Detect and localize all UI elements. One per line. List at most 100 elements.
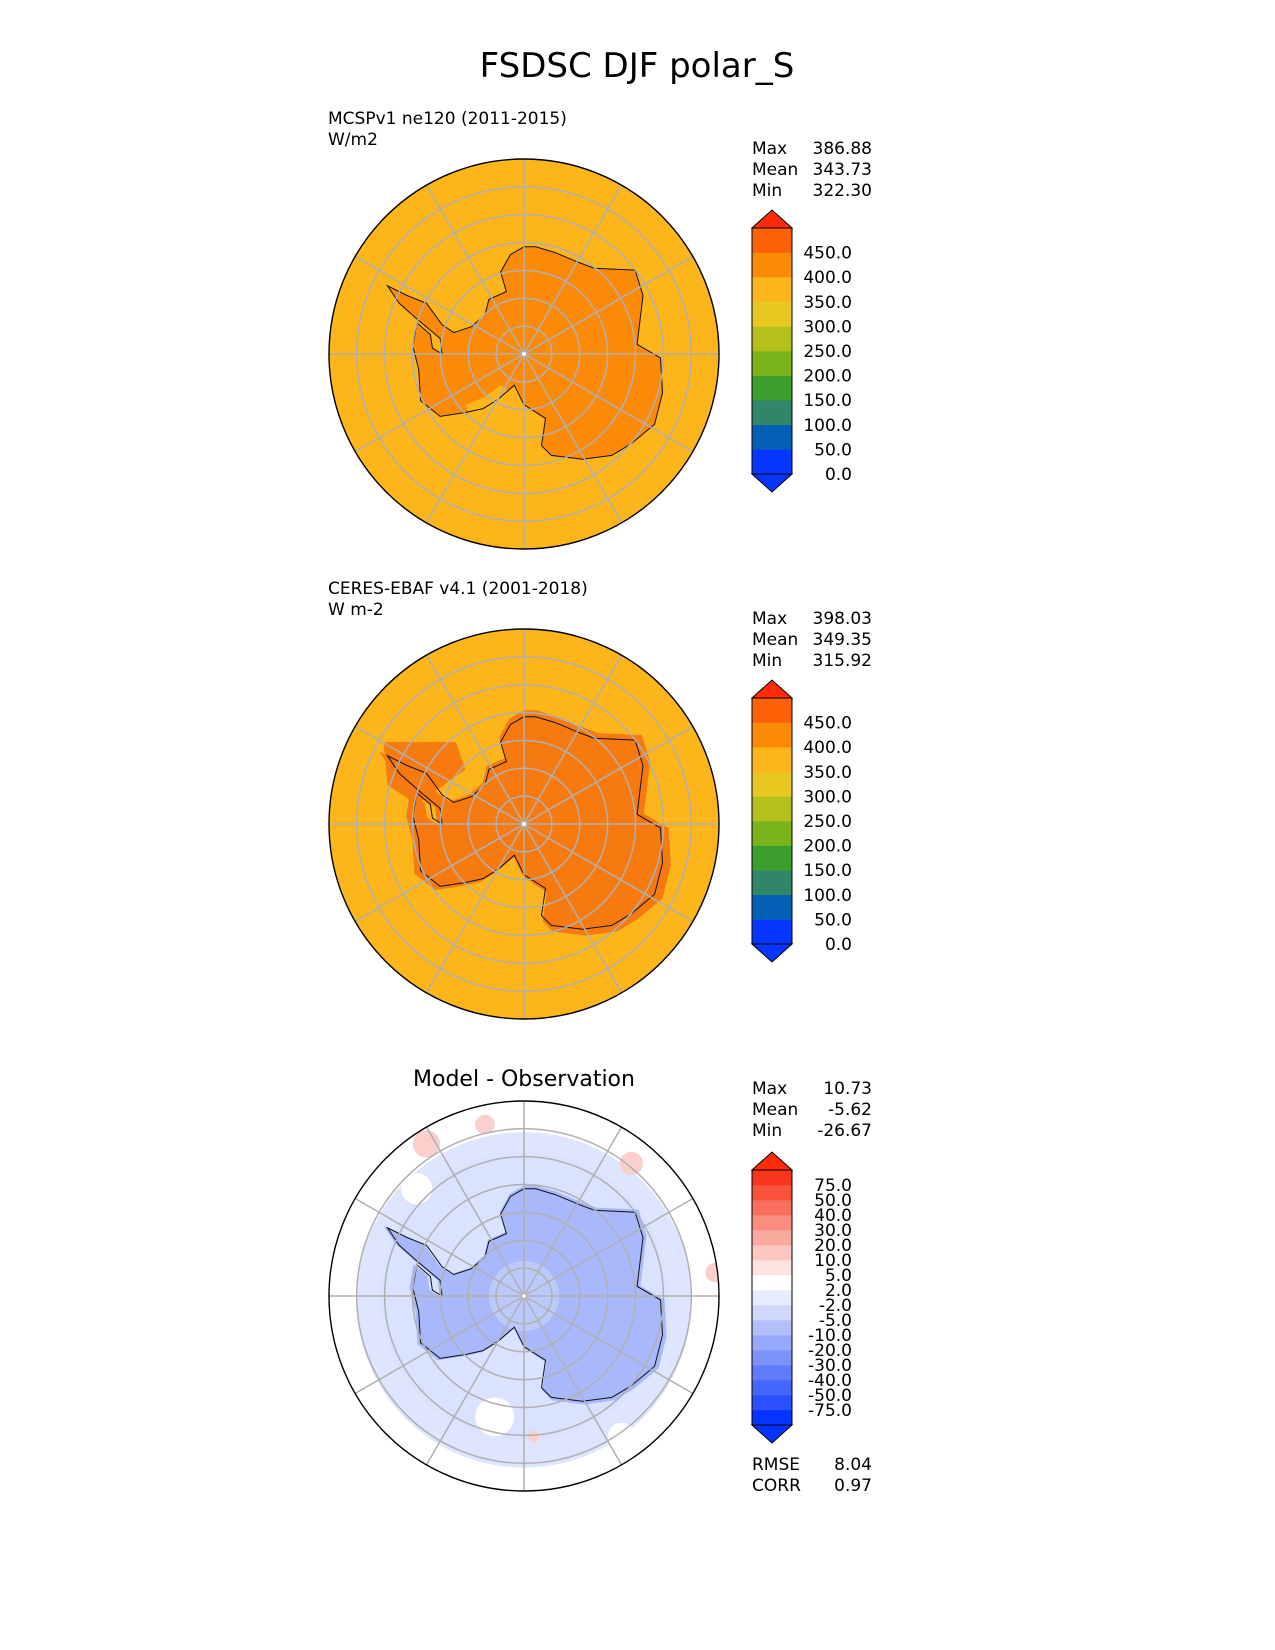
- stat-label: Mean: [752, 1100, 798, 1120]
- colorbar-tick-label: -20.0: [808, 1341, 852, 1361]
- colorbar-segment: [752, 1230, 792, 1246]
- stat-label: Mean: [752, 630, 798, 650]
- pole-marker: [522, 352, 526, 356]
- colorbar-over: [750, 679, 794, 699]
- colorbar-segment: [752, 326, 792, 352]
- colorbar-tick-label: 0.0: [825, 465, 852, 485]
- colorbar-segment: [752, 771, 792, 797]
- coastline: [386, 716, 664, 930]
- colorbar-tick-label: 200.0: [803, 837, 852, 857]
- colorbar-segment: [752, 400, 792, 426]
- colorbar-segment: [752, 1170, 792, 1186]
- stat-value: 343.73: [813, 160, 872, 180]
- colorbar-segment: [752, 821, 792, 846]
- colorbar-tick-label: 250.0: [803, 342, 852, 362]
- colorbar-tick-label: 400.0: [803, 268, 852, 288]
- colorbar-segment: [752, 1290, 792, 1306]
- colorbar-segment: [752, 351, 792, 376]
- colorbar-tick-label: 300.0: [803, 787, 852, 807]
- colorbar-segment: [752, 1320, 792, 1336]
- colorbar-under: [750, 943, 794, 963]
- colorbar-tick-label: -30.0: [808, 1356, 852, 1376]
- colorbar-tick-label: -5.0: [819, 1311, 852, 1331]
- stat-value: 8.04: [834, 1455, 872, 1475]
- colorbar-tick-label: 100.0: [803, 416, 852, 436]
- colorbar: 75.050.040.030.020.010.05.02.0-2.0-5.0-1…: [750, 1151, 852, 1444]
- stat-label: Min: [752, 1121, 782, 1141]
- colorbar-tick-label: -50.0: [808, 1386, 852, 1406]
- colorbar-tick-label: 200.0: [803, 367, 852, 387]
- stat-value: -5.62: [828, 1100, 872, 1120]
- stat-label: RMSE: [752, 1455, 800, 1475]
- colorbar-tick-label: 450.0: [803, 244, 852, 264]
- colorbar-segment: [752, 1305, 792, 1321]
- colorbar-segment: [752, 1335, 792, 1351]
- colorbar-tick-label: 50.0: [814, 910, 852, 930]
- colorbar-tick-label: 400.0: [803, 738, 852, 758]
- stat-value: 315.92: [813, 651, 872, 671]
- colorbar: 450.0 400.0 350.0 300.0 250.0 200.0 150.0 100.0…: [750, 209, 852, 493]
- stat-value: 0.97: [834, 1476, 872, 1496]
- colorbar-segment: [752, 1245, 792, 1261]
- figure-title: FSDSC DJF polar_S: [480, 46, 795, 86]
- graticule: [329, 629, 719, 1019]
- stat-value: 398.03: [813, 609, 872, 629]
- map-boundary: [328, 158, 720, 550]
- colorbar-tick-label: -10.0: [808, 1326, 852, 1346]
- colorbar-over: [750, 1151, 794, 1171]
- map-boundary: [328, 628, 720, 1020]
- colorbar-tick-label: 450.0: [803, 714, 852, 734]
- colorbar-segment: [752, 919, 792, 945]
- colorbar-tick-label: 350.0: [803, 763, 852, 783]
- colorbar-tick-label: 2.0: [825, 1281, 852, 1301]
- panel-3: Model - Observation Max 10.73 Mean -5.62 Min -…: [328, 1067, 872, 1496]
- colorbar-segment: [752, 252, 792, 278]
- colorbar-tick-label: 50.0: [814, 440, 852, 460]
- colorbar-segment: [752, 375, 792, 401]
- stat-value: 349.35: [813, 630, 872, 650]
- stat-label: Max: [752, 139, 787, 159]
- colorbar-over: [750, 209, 794, 229]
- colorbar-tick-label: 250.0: [803, 812, 852, 832]
- panel-1: MCSPv1 ne120 (2011-2015)W/m2 Max 386.88 Mea…: [328, 109, 872, 550]
- colorbar-segment: [752, 1215, 792, 1231]
- colorbar-tick-label: -40.0: [808, 1371, 852, 1391]
- colorbar-under: [750, 1424, 794, 1444]
- colorbar-segment: [752, 1380, 792, 1396]
- colorbar-segment: [752, 1365, 792, 1381]
- map-boundary: [328, 1100, 720, 1492]
- colorbar-segment: [752, 424, 792, 450]
- colorbar-segment: [752, 277, 792, 303]
- colorbar-tick-label: -2.0: [819, 1296, 852, 1316]
- colorbar-tick-label: -75.0: [808, 1401, 852, 1421]
- colorbar: 450.0 400.0 350.0 300.0 250.0 200.0 150.0 100.0…: [750, 679, 852, 963]
- colorbar-tick-label: 0.0: [825, 935, 852, 955]
- colorbar-segment: [752, 1275, 792, 1291]
- colorbar-segment: [752, 722, 792, 748]
- graticule: [329, 159, 719, 549]
- graticule: [329, 1101, 719, 1491]
- colorbar-segment: [752, 301, 792, 327]
- stat-label: Min: [752, 181, 782, 201]
- colorbar-segment: [752, 894, 792, 920]
- colorbar-tick-label: 100.0: [803, 886, 852, 906]
- colorbar-segment: [752, 228, 792, 253]
- coastline: [386, 246, 664, 460]
- panel-2: CERES-EBAF v4.1 (2001-2018)W m-2 Max 398.0…: [328, 579, 872, 1020]
- stat-label: Min: [752, 651, 782, 671]
- coastline: [386, 1188, 664, 1402]
- panel-title: MCSPv1 ne120 (2011-2015): [328, 109, 567, 129]
- pole-marker: [522, 822, 526, 826]
- stat-label: Mean: [752, 160, 798, 180]
- colorbar-tick-label: 350.0: [803, 293, 852, 313]
- stat-value: 386.88: [813, 139, 872, 159]
- colorbar-tick-label: 300.0: [803, 317, 852, 337]
- colorbar-segment: [752, 449, 792, 475]
- stat-value: 322.30: [813, 181, 872, 201]
- colorbar-tick-label: 30.0: [814, 1221, 852, 1241]
- stat-label: Max: [752, 1079, 787, 1099]
- panel-units: W/m2: [328, 130, 378, 150]
- colorbar-segment: [752, 1410, 792, 1426]
- colorbar-segment: [752, 1350, 792, 1366]
